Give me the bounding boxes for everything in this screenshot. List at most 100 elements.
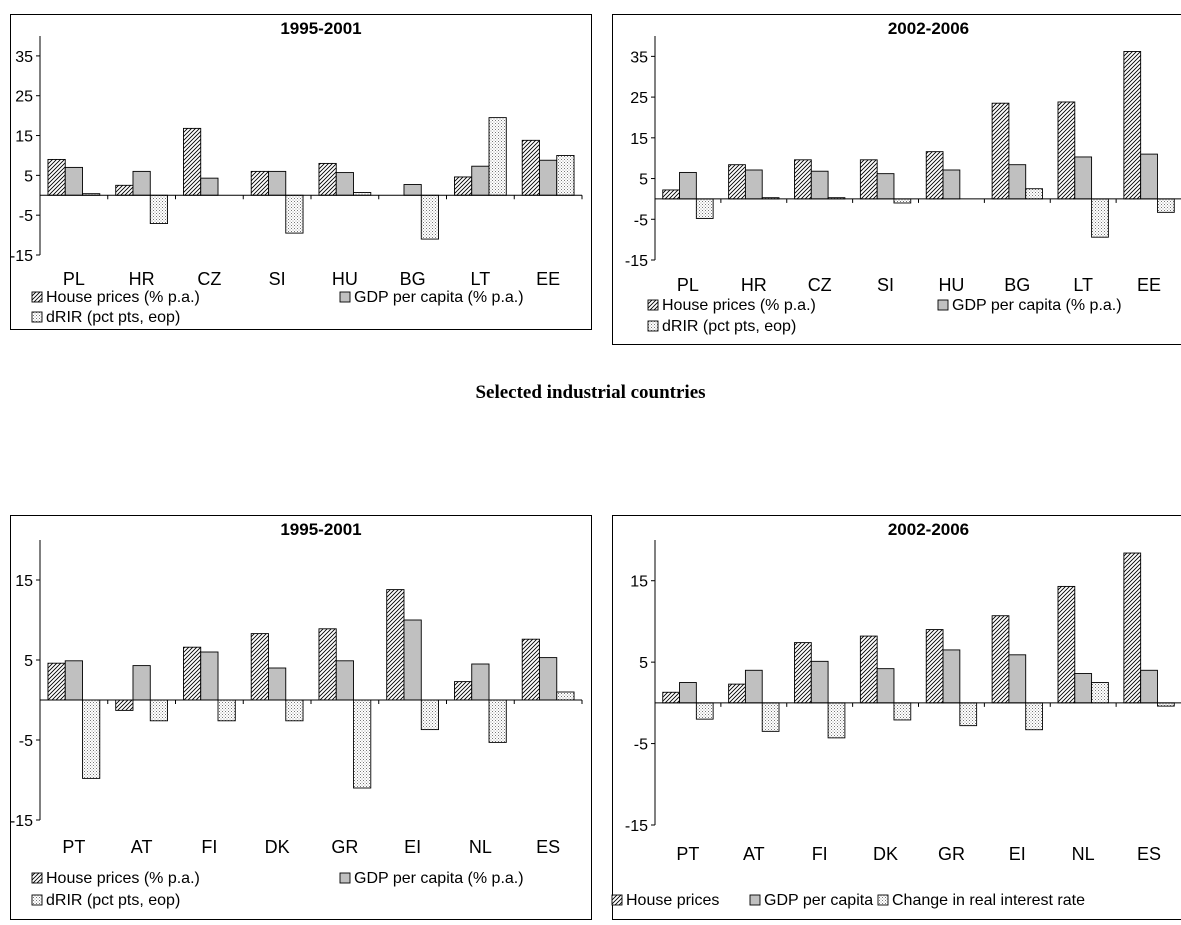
section-title: Selected industrial countries bbox=[0, 382, 1181, 404]
bar-nl-s3 bbox=[1092, 683, 1109, 703]
y-tick-label: -5 bbox=[19, 733, 33, 750]
y-tick-label: -15 bbox=[625, 818, 648, 835]
bar-cz-s1 bbox=[183, 128, 200, 195]
bar-ei-s3 bbox=[421, 700, 438, 730]
y-tick-label: 15 bbox=[630, 131, 648, 148]
category-label: EI bbox=[1009, 844, 1026, 864]
bar-gr-s3 bbox=[354, 700, 371, 788]
bar-pt-s2 bbox=[65, 661, 82, 700]
category-label: HU bbox=[332, 269, 358, 289]
legend-swatch bbox=[750, 895, 760, 905]
bar-gr-s2 bbox=[336, 661, 353, 700]
bar-ei-s2 bbox=[1009, 655, 1026, 703]
bar-ei-s1 bbox=[387, 590, 404, 700]
bar-at-s2 bbox=[745, 670, 762, 703]
legend-swatch bbox=[32, 292, 42, 302]
y-tick-label: 5 bbox=[639, 172, 648, 189]
bar-lt-s1 bbox=[1058, 102, 1075, 199]
bar-nl-s2 bbox=[1075, 674, 1092, 703]
bar-fi-s1 bbox=[794, 643, 811, 703]
bar-ei-s3 bbox=[1026, 703, 1043, 730]
bar-fi-s3 bbox=[218, 700, 235, 721]
bar-lt-s1 bbox=[454, 177, 471, 195]
bar-cz-s2 bbox=[811, 171, 828, 199]
category-label: AT bbox=[131, 837, 153, 857]
bar-at-s3 bbox=[150, 700, 167, 721]
bar-es-s2 bbox=[539, 658, 556, 700]
legend-label: dRIR (pct pts, eop) bbox=[46, 309, 180, 326]
legend-swatch bbox=[878, 895, 888, 905]
bar-si-s3 bbox=[894, 199, 911, 203]
bar-si-s1 bbox=[251, 171, 268, 195]
category-label: FI bbox=[812, 844, 828, 864]
legend-swatch bbox=[648, 300, 658, 310]
bar-lt-s2 bbox=[1075, 157, 1092, 199]
bar-gr-s2 bbox=[943, 650, 960, 703]
bar-ee-s2 bbox=[539, 160, 556, 195]
bar-bg-s2 bbox=[1009, 165, 1026, 199]
category-label: EE bbox=[536, 269, 560, 289]
category-label: CZ bbox=[808, 275, 832, 295]
legend-label: House prices (% p.a.) bbox=[46, 870, 200, 887]
legend-label: House prices (% p.a.) bbox=[46, 289, 200, 306]
bar-es-s1 bbox=[522, 639, 539, 700]
bar-pt-s2 bbox=[680, 683, 697, 703]
bar-pt-s3 bbox=[696, 703, 713, 719]
chart-title: 1995-2001 bbox=[280, 520, 361, 539]
bar-cz-s1 bbox=[794, 160, 811, 199]
legend-swatch bbox=[340, 292, 350, 302]
bar-hr-s3 bbox=[150, 195, 167, 223]
bar-pt-s3 bbox=[83, 700, 100, 778]
bar-si-s3 bbox=[286, 195, 303, 233]
category-label: PT bbox=[62, 837, 85, 857]
legend-swatch bbox=[32, 312, 42, 322]
bar-nl-s1 bbox=[454, 682, 471, 700]
category-label: DK bbox=[873, 844, 898, 864]
bar-dk-s2 bbox=[877, 669, 894, 703]
category-label: AT bbox=[743, 844, 765, 864]
bar-dk-s1 bbox=[860, 636, 877, 703]
legend-label: dRIR (pct pts, eop) bbox=[46, 892, 180, 909]
bar-dk-s1 bbox=[251, 634, 268, 700]
y-tick-label: 15 bbox=[630, 574, 648, 591]
y-tick-label: 5 bbox=[24, 653, 33, 670]
bar-dk-s3 bbox=[894, 703, 911, 720]
bar-fi-s2 bbox=[811, 661, 828, 703]
bar-hu-s1 bbox=[319, 163, 336, 195]
bar-bg-s1 bbox=[992, 103, 1009, 199]
y-tick-label: 35 bbox=[630, 49, 648, 66]
category-label: LT bbox=[471, 269, 491, 289]
y-tick-label: -15 bbox=[625, 253, 648, 270]
y-tick-label: 35 bbox=[15, 49, 33, 66]
bar-hu-s2 bbox=[943, 170, 960, 199]
bar-fi-s2 bbox=[201, 652, 218, 700]
category-label: HR bbox=[741, 275, 767, 295]
bar-es-s3 bbox=[557, 692, 574, 700]
legend-label: GDP per capita (% p.a.) bbox=[354, 870, 524, 887]
category-label: BG bbox=[1004, 275, 1030, 295]
category-label: CZ bbox=[197, 269, 221, 289]
legend-label: House prices bbox=[626, 892, 719, 909]
bar-gr-s1 bbox=[319, 629, 336, 700]
bar-gr-s3 bbox=[960, 703, 977, 726]
category-label: BG bbox=[400, 269, 426, 289]
y-tick-label: 5 bbox=[639, 655, 648, 672]
bar-ee-s1 bbox=[522, 140, 539, 195]
bar-pt-s1 bbox=[663, 692, 680, 703]
y-tick-label: -5 bbox=[19, 208, 33, 225]
category-label: DK bbox=[265, 837, 290, 857]
chart-title: 2002-2006 bbox=[888, 19, 969, 38]
bar-lt-s2 bbox=[472, 166, 489, 195]
bar-lt-s3 bbox=[489, 118, 506, 196]
category-label: LT bbox=[1073, 275, 1093, 295]
category-label: GR bbox=[938, 844, 965, 864]
category-label: HR bbox=[129, 269, 155, 289]
bar-fi-s3 bbox=[828, 703, 845, 738]
bar-at-s1 bbox=[116, 700, 133, 710]
bar-dk-s3 bbox=[286, 700, 303, 721]
